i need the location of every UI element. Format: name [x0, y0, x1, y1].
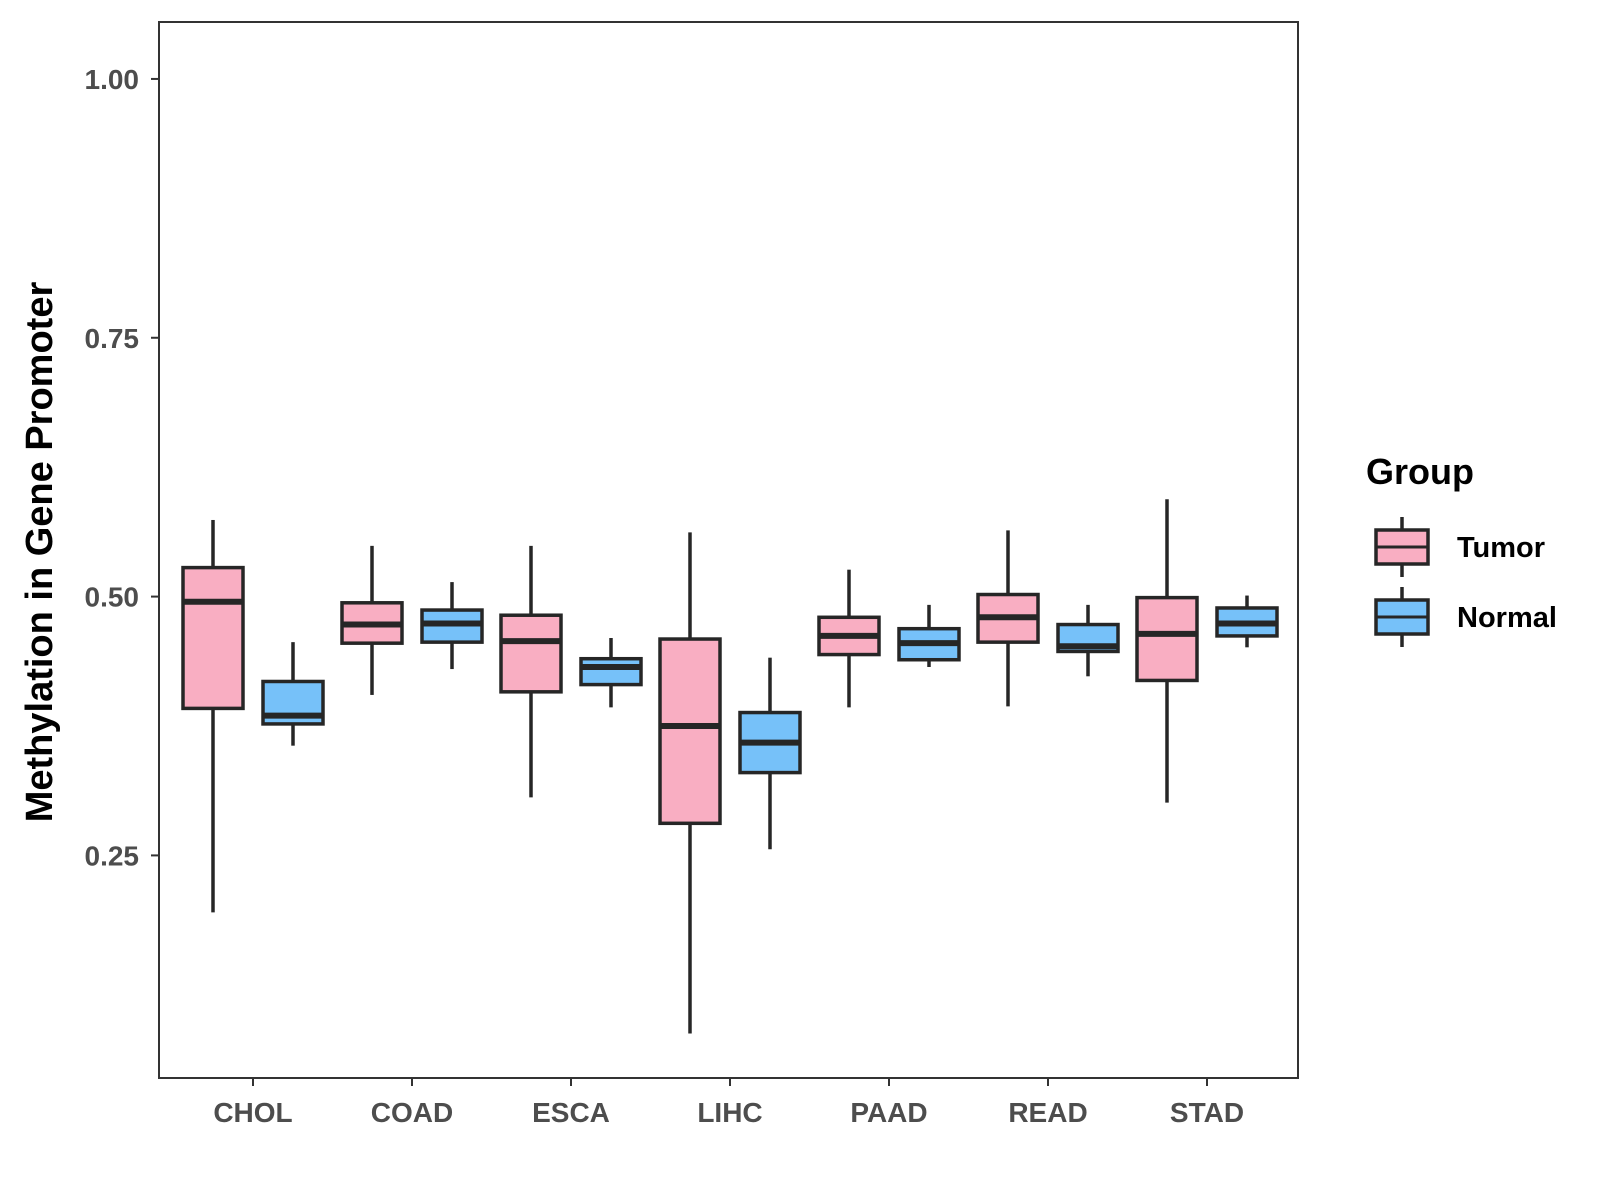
box-tumor-esca [499, 545, 563, 798]
legend-item-normal: Normal [1374, 587, 1557, 647]
box-normal-coad [420, 582, 484, 670]
legend: Group Tumor Normal [1366, 451, 1557, 647]
x-tick-label-stad: STAD [1170, 1097, 1244, 1128]
series-normal [261, 582, 1279, 850]
y-tick-label: 0.75 [85, 323, 140, 354]
x-tick-label-read: READ [1008, 1097, 1087, 1128]
box-tumor-coad [340, 545, 404, 695]
y-tick-label: 0.50 [85, 582, 140, 613]
legend-item-tumor: Tumor [1374, 517, 1545, 577]
y-axis-title: Methylation in Gene Promoter [19, 282, 61, 823]
box-tumor-read [976, 530, 1040, 707]
box-tumor-chol [181, 519, 245, 913]
boxplot-series [181, 499, 1279, 1034]
legend-label-tumor: Tumor [1457, 532, 1545, 564]
legend-title: Group [1366, 451, 1474, 492]
x-tick-label-paad: PAAD [850, 1097, 927, 1128]
box-tumor-stad [1135, 499, 1199, 803]
y-axis: 0.25 0.50 0.75 1.00 [85, 64, 159, 871]
box-tumor-paad [817, 569, 881, 708]
y-tick-label: 1.00 [85, 64, 140, 95]
x-tick-label-coad: COAD [371, 1097, 453, 1128]
x-tick-label-esca: ESCA [532, 1097, 610, 1128]
x-tick-label-chol: CHOL [213, 1097, 292, 1128]
iqr-box [1135, 595, 1199, 683]
x-tick-label-lihc: LIHC [697, 1097, 762, 1128]
plot-panel [158, 21, 1299, 1079]
box-normal-paad [897, 604, 961, 667]
series-tumor [181, 499, 1199, 1034]
legend-label-normal: Normal [1457, 602, 1557, 634]
iqr-box [181, 565, 245, 711]
box-normal-esca [579, 638, 643, 708]
iqr-box [499, 613, 563, 694]
x-axis: CHOL COAD ESCA LIHC PAAD READ STAD [213, 1078, 1244, 1128]
iqr-box [658, 637, 722, 826]
iqr-box [579, 656, 643, 687]
box-normal-chol [261, 642, 325, 746]
box-normal-read [1056, 604, 1120, 677]
y-tick-label: 0.25 [85, 840, 140, 871]
box-tumor-lihc [658, 532, 722, 1034]
box-normal-stad [1215, 595, 1279, 648]
box-normal-lihc [738, 657, 802, 850]
